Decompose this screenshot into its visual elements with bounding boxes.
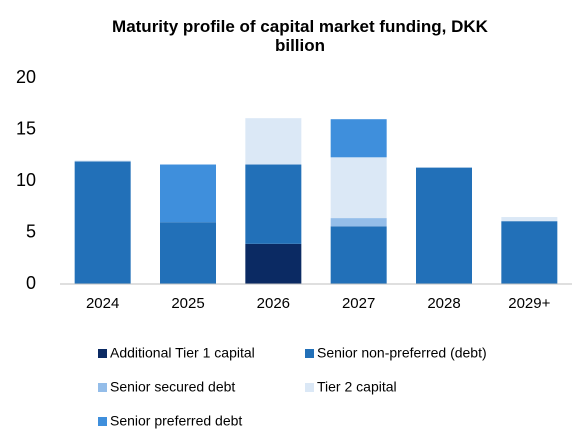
x-tick-label: 2029+ bbox=[508, 295, 550, 312]
legend-swatch bbox=[98, 417, 107, 426]
legend-swatch bbox=[98, 349, 107, 358]
bar-segment bbox=[330, 157, 387, 219]
x-tick-label: 2028 bbox=[427, 295, 460, 312]
y-tick-label: 20 bbox=[16, 67, 36, 87]
legend-swatch bbox=[305, 349, 314, 358]
legend-label: Tier 2 capital bbox=[317, 379, 397, 395]
x-tick-label: 2026 bbox=[257, 295, 290, 312]
y-tick-label: 5 bbox=[26, 221, 36, 241]
bar-segment bbox=[330, 218, 387, 227]
bar-segment bbox=[160, 164, 216, 223]
x-tick-label: 2025 bbox=[171, 295, 204, 312]
bar-segment bbox=[245, 164, 302, 244]
bar-segment bbox=[74, 161, 131, 284]
bar-segment bbox=[330, 226, 387, 284]
bar-segment bbox=[245, 118, 302, 165]
bar-segment bbox=[245, 243, 302, 284]
bar-segment bbox=[416, 167, 472, 284]
chart-title: Maturity profile of capital market fundi… bbox=[112, 17, 489, 55]
y-tick-label: 0 bbox=[26, 273, 36, 293]
bar-segment bbox=[74, 160, 131, 162]
bar-segment bbox=[160, 222, 216, 284]
y-tick-label: 10 bbox=[16, 170, 36, 190]
legend-label: Senior preferred debt bbox=[110, 413, 242, 429]
legend-label: Senior non-preferred (debt) bbox=[317, 345, 487, 361]
legend-label: Senior secured debt bbox=[110, 379, 235, 395]
legend-label: Additional Tier 1 capital bbox=[110, 345, 255, 361]
bar-segment bbox=[501, 221, 558, 284]
y-tick-label: 15 bbox=[16, 118, 36, 138]
legend-swatch bbox=[98, 383, 107, 392]
x-tick-label: 2024 bbox=[86, 295, 119, 312]
x-tick-label: 2027 bbox=[342, 295, 375, 312]
bar-segment bbox=[501, 217, 558, 222]
bar-segment bbox=[330, 119, 387, 158]
legend-swatch bbox=[305, 383, 314, 392]
